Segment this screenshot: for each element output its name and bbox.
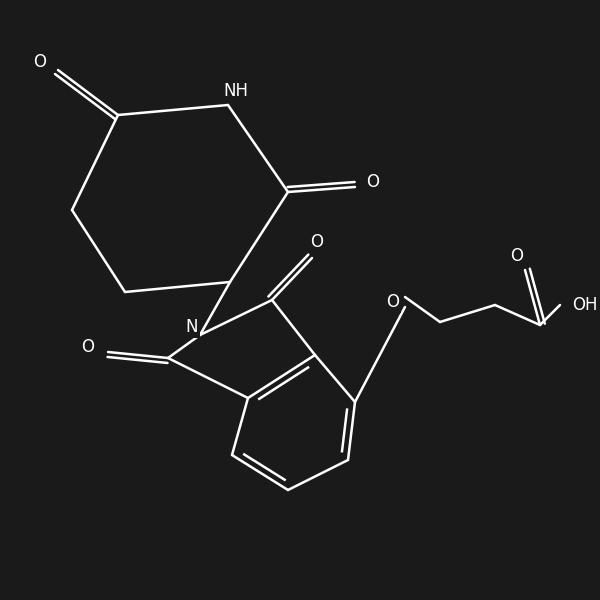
Text: OH: OH <box>572 296 598 314</box>
Text: O: O <box>311 233 323 251</box>
Text: O: O <box>82 338 95 356</box>
Text: O: O <box>511 247 523 265</box>
Text: NH: NH <box>223 82 248 100</box>
Text: O: O <box>367 173 380 191</box>
Text: N: N <box>186 318 198 336</box>
Text: O: O <box>34 53 47 71</box>
Text: O: O <box>386 293 400 311</box>
